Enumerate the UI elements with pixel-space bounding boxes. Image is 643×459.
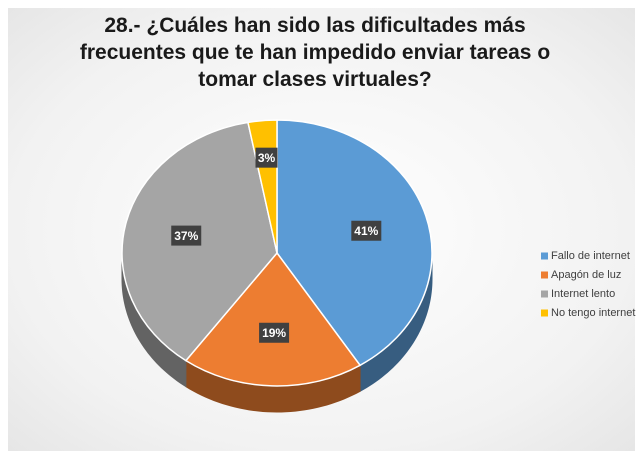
legend-label: Internet lento <box>551 288 615 300</box>
slice <box>276 119 433 367</box>
slice <box>184 251 362 387</box>
legend-swatch <box>541 309 548 317</box>
legend-swatch <box>541 290 548 298</box>
legend-label: Fallo de internet <box>551 250 630 262</box>
legend-label: Apagón de luz <box>551 269 621 281</box>
legend-swatch <box>541 252 548 260</box>
legend-swatch <box>541 271 548 279</box>
chart-title: 28.- ¿Cuáles han sido las dificultades m… <box>79 14 551 91</box>
data-label: 19% <box>262 326 286 340</box>
data-label-box <box>171 225 202 246</box>
data-label-box <box>351 220 382 241</box>
data-label-box <box>255 147 278 168</box>
data-label: 37% <box>174 229 198 243</box>
legend-label: No tengo internet <box>551 307 635 319</box>
data-label: 3% <box>258 151 276 165</box>
data-label: 41% <box>354 224 378 238</box>
data-label-box <box>259 322 290 343</box>
